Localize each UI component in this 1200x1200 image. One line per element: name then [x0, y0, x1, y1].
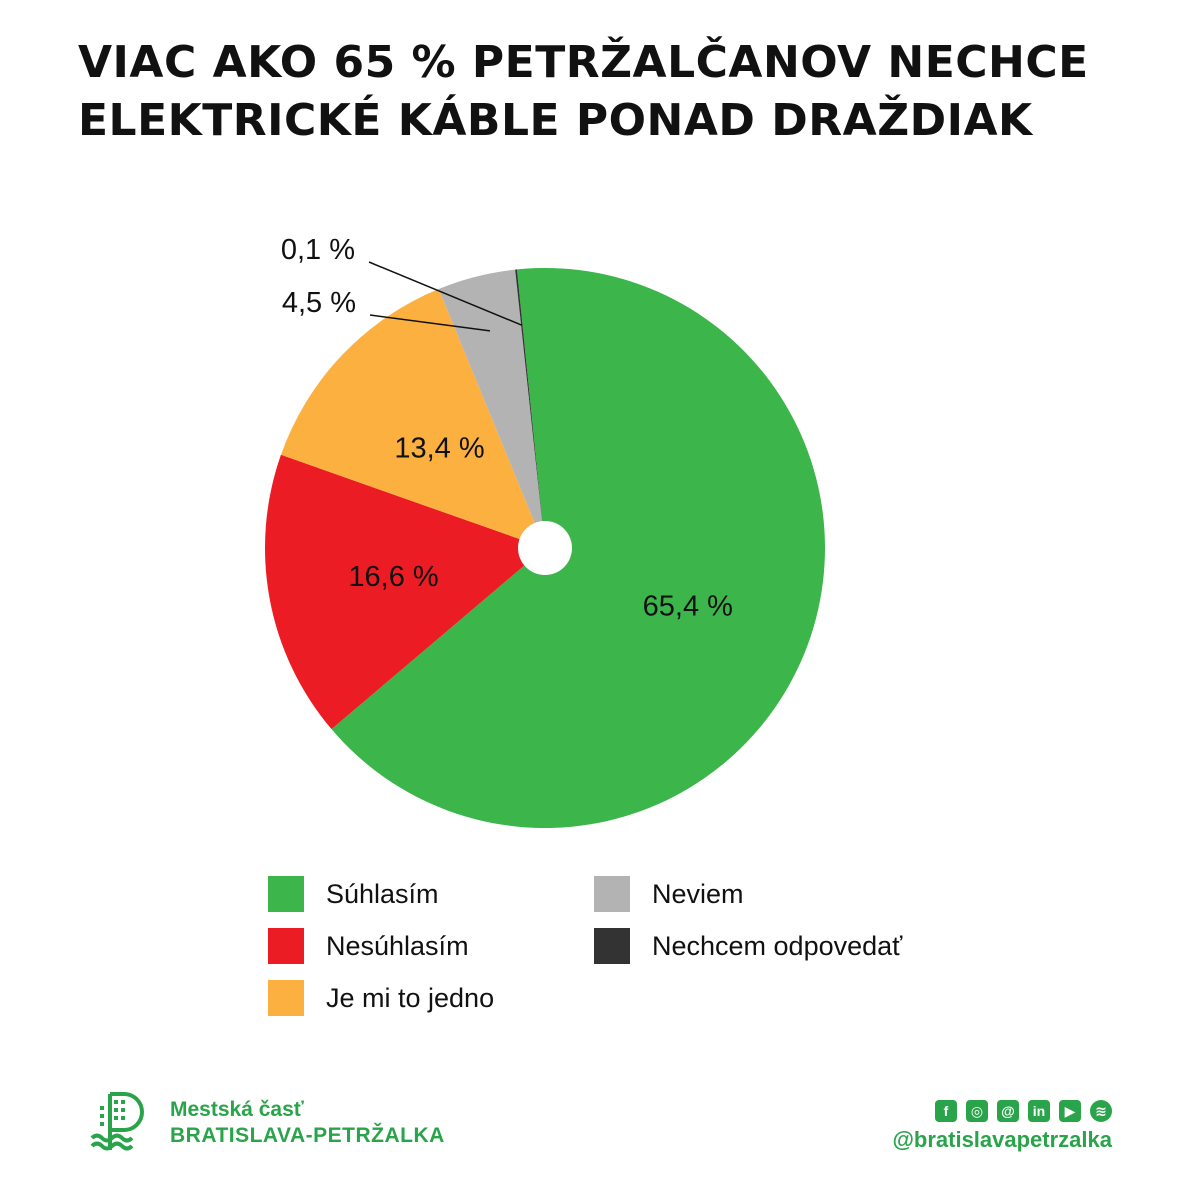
petrzalka-logo-icon: [90, 1092, 144, 1151]
legend-swatch: [268, 876, 304, 912]
slice-label-nesuhlasim: 16,6 %: [348, 561, 438, 593]
pie-slice-nechcem-odpovedat: [515, 269, 545, 548]
spotify-icon[interactable]: ≋: [1090, 1100, 1112, 1122]
facebook-icon[interactable]: f: [935, 1100, 957, 1122]
page-title: VIAC AKO 65 % PETRŽALČANOV NECHCE ELEKTR…: [78, 34, 1158, 150]
legend-label: Súhlasím: [326, 878, 439, 909]
org-name-line-1: Mestská časť: [170, 1098, 304, 1121]
slice-label-suhlasim: 65,4 %: [643, 591, 733, 623]
legend-swatch: [268, 928, 304, 964]
pie-slice-suhlasim: [331, 268, 825, 828]
legend-swatch: [594, 928, 630, 964]
legend-item-je-mi-to-jedno: Je mi to jedno: [268, 980, 494, 1016]
slice-label-nechcem-odpovedat: 0,1 %: [281, 234, 355, 266]
legend-item-nechcem-odpovedat: Nechcem odpovedať: [594, 928, 902, 964]
legend-label: Neviem: [652, 878, 744, 909]
org-name-line-2: BRATISLAVA-PETRŽALKA: [170, 1124, 445, 1147]
legend-swatch: [594, 876, 630, 912]
social-icons: f ◎ @ in ▶ ≋: [935, 1100, 1112, 1122]
social-handle[interactable]: @bratislavapetrzalka: [892, 1127, 1112, 1152]
org-logo[interactable]: Mestská časť BRATISLAVA-PETRŽALKA: [88, 1090, 445, 1156]
slice-label-je-mi-to-jedno: 13,4 %: [394, 433, 484, 465]
legend-swatch: [268, 980, 304, 1016]
legend-label: Nesúhlasím: [326, 930, 469, 961]
linkedin-icon[interactable]: in: [1028, 1100, 1050, 1122]
legend-label: Je mi to jedno: [326, 982, 495, 1013]
slice-label-neviem: 4,5 %: [282, 287, 356, 319]
youtube-icon[interactable]: ▶: [1059, 1100, 1081, 1122]
pie-center-hole: [518, 521, 572, 575]
pie-slice-nesuhlasim: [265, 454, 545, 730]
pie-slice-je-mi-to-jedno: [280, 288, 545, 548]
title-line-1: VIAC AKO 65 % PETRŽALČANOV NECHCE: [78, 37, 1089, 88]
leader-line-nechcem-odpovedat: [368, 261, 523, 326]
legend-item-nesuhlasim: Nesúhlasím: [268, 928, 469, 964]
title-line-2: ELEKTRICKÉ KÁBLE PONAD DRAŽDIAK: [78, 95, 1033, 146]
legend-label: Nechcem odpovedať: [652, 930, 903, 961]
legend-item-neviem: Neviem: [594, 876, 744, 912]
leader-line-neviem: [369, 314, 491, 332]
threads-icon[interactable]: @: [997, 1100, 1019, 1122]
org-name: Mestská časť BRATISLAVA-PETRŽALKA: [170, 1097, 445, 1149]
instagram-icon[interactable]: ◎: [966, 1100, 988, 1122]
legend-item-suhlasim: Súhlasím: [268, 876, 439, 912]
pie-slice-neviem: [438, 269, 545, 548]
